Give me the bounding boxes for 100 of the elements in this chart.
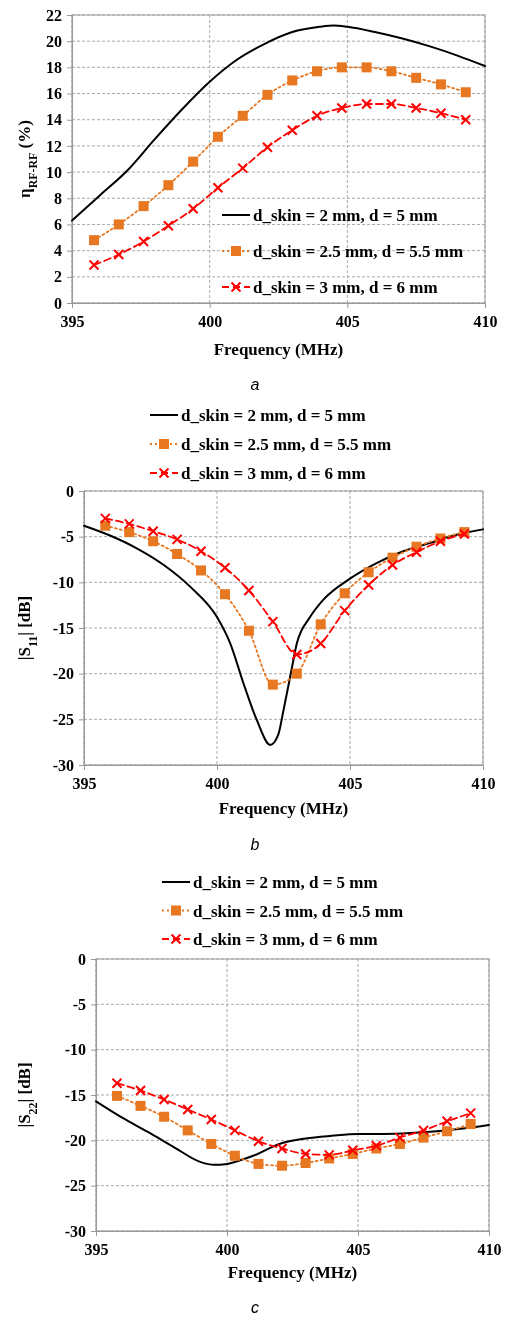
x-tick-label: 405 — [338, 775, 363, 792]
point — [460, 114, 472, 126]
point — [219, 562, 231, 574]
legend-label: d_skin = 3 mm, d = 6 mm — [253, 278, 438, 297]
point — [195, 545, 207, 557]
point — [286, 124, 298, 136]
line-series — [83, 524, 484, 746]
y-tick-label: 2 — [54, 268, 62, 286]
point — [361, 98, 373, 110]
point — [229, 1150, 240, 1161]
point — [158, 1094, 170, 1106]
point — [219, 589, 230, 600]
point — [363, 567, 374, 578]
point — [386, 66, 397, 77]
point — [182, 1104, 194, 1116]
point — [111, 1090, 122, 1101]
point — [323, 1149, 335, 1161]
point — [441, 1115, 453, 1127]
point — [411, 72, 422, 83]
line-series — [95, 1100, 490, 1166]
point — [148, 536, 159, 547]
y-tick-label: -25 — [64, 1177, 86, 1195]
legend-label: d_skin = 2.5 mm, d = 5.5 mm — [181, 435, 392, 454]
legend-label: d_skin = 3 mm, d = 6 mm — [181, 464, 366, 483]
point — [252, 1135, 264, 1147]
point — [229, 1124, 241, 1136]
y-tick-label: 0 — [54, 294, 62, 312]
point — [124, 527, 135, 538]
point — [387, 559, 399, 571]
point — [442, 1126, 453, 1137]
point — [336, 62, 347, 73]
x-tick-label: 400 — [215, 1241, 240, 1258]
y-tick-label: -15 — [64, 1086, 86, 1104]
y-tick-label: 22 — [46, 6, 62, 24]
point — [465, 1107, 477, 1119]
y-tick-label: 6 — [54, 216, 62, 234]
text: b — [250, 836, 260, 853]
point — [237, 162, 249, 174]
point — [291, 648, 303, 660]
point — [435, 79, 446, 90]
x-tick-label: 410 — [473, 313, 498, 330]
point — [113, 219, 124, 230]
x-tick-label: 395 — [60, 313, 85, 330]
point — [135, 1100, 146, 1111]
x-tick-label: 400 — [198, 313, 223, 330]
legend-label: d_skin = 2 mm, d = 5 mm — [253, 206, 438, 225]
y-tick-label: -5 — [60, 528, 74, 546]
point — [88, 259, 100, 271]
point — [253, 1158, 264, 1169]
y-tick-label: -30 — [52, 756, 74, 774]
point — [138, 201, 149, 212]
point — [196, 565, 207, 576]
y-tick-label: 0 — [78, 950, 86, 968]
point — [361, 62, 372, 73]
point — [435, 107, 447, 119]
point — [206, 1138, 217, 1149]
point — [159, 1111, 170, 1122]
y-tick-label: -5 — [72, 995, 86, 1013]
point — [411, 546, 422, 558]
point — [138, 235, 150, 247]
point — [172, 549, 183, 560]
point — [267, 679, 278, 690]
text: a — [250, 376, 260, 393]
point — [315, 619, 326, 630]
point — [465, 1119, 476, 1130]
point — [111, 1077, 123, 1089]
point — [311, 110, 323, 122]
point — [237, 110, 248, 121]
legend-label: d_skin = 2 mm, d = 5 mm — [193, 873, 378, 892]
y-tick-label: 14 — [46, 111, 62, 129]
y-tick-label: 12 — [46, 137, 62, 155]
point — [187, 203, 199, 215]
x-axis-title: Frequency (MHz) — [213, 340, 344, 359]
point — [300, 1148, 312, 1160]
point — [418, 1124, 429, 1136]
point — [135, 1084, 147, 1096]
point — [339, 605, 351, 617]
point — [312, 66, 323, 77]
legend-label: d_skin = 2.5 mm, d = 5.5 mm — [193, 901, 404, 921]
point — [163, 180, 174, 191]
point — [123, 518, 135, 530]
y-tick-label: 4 — [54, 242, 62, 260]
point — [276, 1142, 288, 1154]
x-tick-label: 400 — [205, 775, 230, 792]
point — [394, 1132, 406, 1144]
point — [262, 89, 273, 100]
y-tick-label: -15 — [52, 619, 74, 637]
point — [385, 98, 397, 110]
y-tick-label: -10 — [64, 1041, 86, 1059]
x-tick-label: 410 — [477, 1241, 502, 1258]
point — [212, 131, 223, 142]
point — [300, 1158, 311, 1168]
point — [243, 625, 254, 636]
point — [99, 512, 111, 524]
point — [418, 1132, 429, 1143]
y-tick-label: 10 — [46, 163, 62, 181]
y-tick-label: -20 — [52, 665, 74, 683]
point — [205, 1113, 217, 1125]
point — [267, 616, 279, 628]
point — [287, 75, 298, 86]
